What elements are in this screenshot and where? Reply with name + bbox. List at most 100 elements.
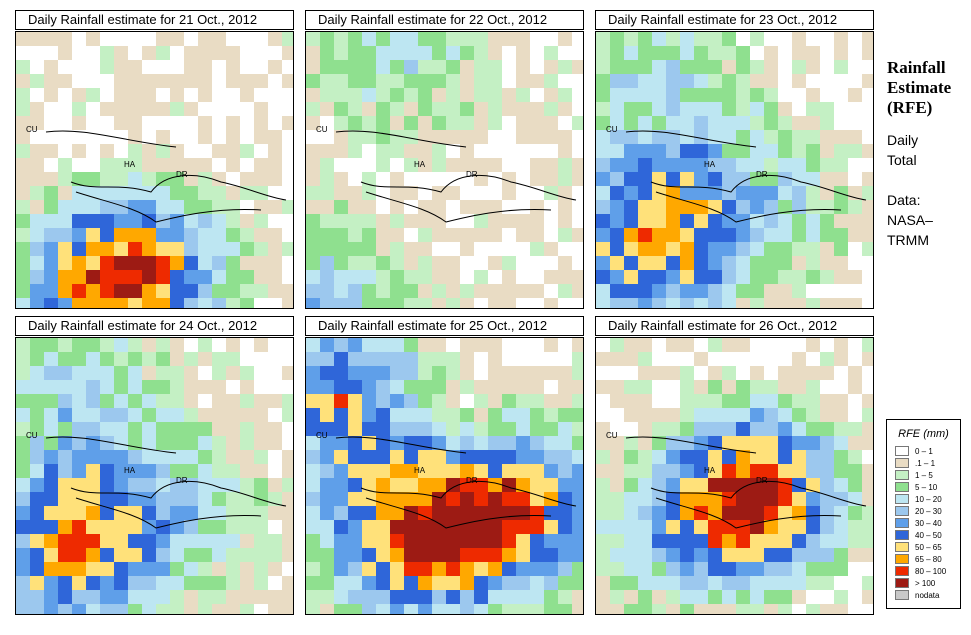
rain-cell xyxy=(86,172,100,186)
rain-cell xyxy=(750,32,764,46)
rain-cell xyxy=(100,352,114,366)
rain-cell xyxy=(198,380,212,394)
rain-cell xyxy=(624,158,638,172)
rain-cell xyxy=(474,366,488,380)
rain-cell xyxy=(764,46,778,60)
rain-cell xyxy=(572,352,583,366)
rain-cell xyxy=(806,144,820,158)
rain-cell xyxy=(100,576,114,590)
rain-cell xyxy=(544,534,558,548)
rain-cell xyxy=(128,590,142,604)
rain-cell xyxy=(268,534,282,548)
rain-cell xyxy=(516,74,530,88)
rain-cell xyxy=(170,116,184,130)
rain-cell xyxy=(680,492,694,506)
rain-cell xyxy=(376,408,390,422)
rain-cell xyxy=(362,380,376,394)
rain-cell xyxy=(16,352,30,366)
rain-cell xyxy=(446,32,460,46)
rain-cell xyxy=(128,380,142,394)
rain-cell xyxy=(834,214,848,228)
legend-item: 40 – 50 xyxy=(895,529,960,541)
rain-cell xyxy=(820,366,834,380)
rain-cell xyxy=(156,450,170,464)
rain-cell xyxy=(254,270,268,284)
rain-cell xyxy=(184,506,198,520)
rain-cell xyxy=(446,256,460,270)
rain-cell xyxy=(544,520,558,534)
rain-cell xyxy=(44,352,58,366)
rain-cell xyxy=(156,352,170,366)
rain-cell xyxy=(680,422,694,436)
rain-cell xyxy=(502,158,516,172)
rain-cell xyxy=(404,256,418,270)
rain-cell xyxy=(226,590,240,604)
rain-cell xyxy=(516,60,530,74)
rain-cell xyxy=(282,506,293,520)
rain-cell xyxy=(390,158,404,172)
rain-cell xyxy=(306,130,320,144)
rain-cell xyxy=(544,228,558,242)
rain-cell xyxy=(610,144,624,158)
rain-cell xyxy=(666,130,680,144)
rain-cell xyxy=(362,130,376,144)
rain-cell xyxy=(488,228,502,242)
rain-cell xyxy=(58,270,72,284)
rain-cell xyxy=(86,158,100,172)
rain-cell xyxy=(418,74,432,88)
rain-cell xyxy=(708,352,722,366)
rain-cell xyxy=(544,172,558,186)
rain-cell xyxy=(502,464,516,478)
rain-cell xyxy=(240,298,254,308)
rain-cell xyxy=(502,604,516,614)
rain-cell xyxy=(638,408,652,422)
rain-cell xyxy=(198,116,212,130)
rain-cell xyxy=(404,228,418,242)
rain-cell xyxy=(16,130,30,144)
rain-cell xyxy=(334,576,348,590)
legend-item: 1 – 5 xyxy=(895,469,960,481)
rain-cell xyxy=(764,116,778,130)
rain-cell xyxy=(624,298,638,308)
rain-cell xyxy=(624,534,638,548)
rain-cell xyxy=(404,576,418,590)
rain-cell xyxy=(778,450,792,464)
rain-cell xyxy=(474,200,488,214)
rain-cell xyxy=(502,88,516,102)
rain-cell xyxy=(72,214,86,228)
rain-cell xyxy=(516,520,530,534)
rain-cell xyxy=(806,562,820,576)
rain-cell xyxy=(736,88,750,102)
rain-cell xyxy=(432,130,446,144)
rain-cell xyxy=(268,270,282,284)
rain-cell xyxy=(806,60,820,74)
rain-cell xyxy=(680,352,694,366)
rain-cell xyxy=(362,172,376,186)
rain-cell xyxy=(834,256,848,270)
rain-cell xyxy=(86,394,100,408)
rain-cell xyxy=(390,270,404,284)
rain-cell xyxy=(128,102,142,116)
rain-cell xyxy=(306,172,320,186)
rain-cell xyxy=(652,228,666,242)
rain-cell xyxy=(282,352,293,366)
rain-cell xyxy=(44,228,58,242)
rain-cell xyxy=(596,88,610,102)
rain-cell xyxy=(114,172,128,186)
rain-cell xyxy=(722,422,736,436)
rain-cell xyxy=(474,256,488,270)
rain-cell xyxy=(778,284,792,298)
rain-cell xyxy=(114,270,128,284)
rain-cell xyxy=(390,436,404,450)
rain-cell xyxy=(750,228,764,242)
rain-cell xyxy=(502,436,516,450)
rain-cell xyxy=(680,562,694,576)
rain-cell xyxy=(708,422,722,436)
rain-cell xyxy=(834,352,848,366)
rain-cell xyxy=(820,144,834,158)
rain-cell xyxy=(474,464,488,478)
rain-cell xyxy=(666,450,680,464)
rain-cell xyxy=(432,366,446,380)
rain-cell xyxy=(72,338,86,352)
rain-cell xyxy=(722,562,736,576)
